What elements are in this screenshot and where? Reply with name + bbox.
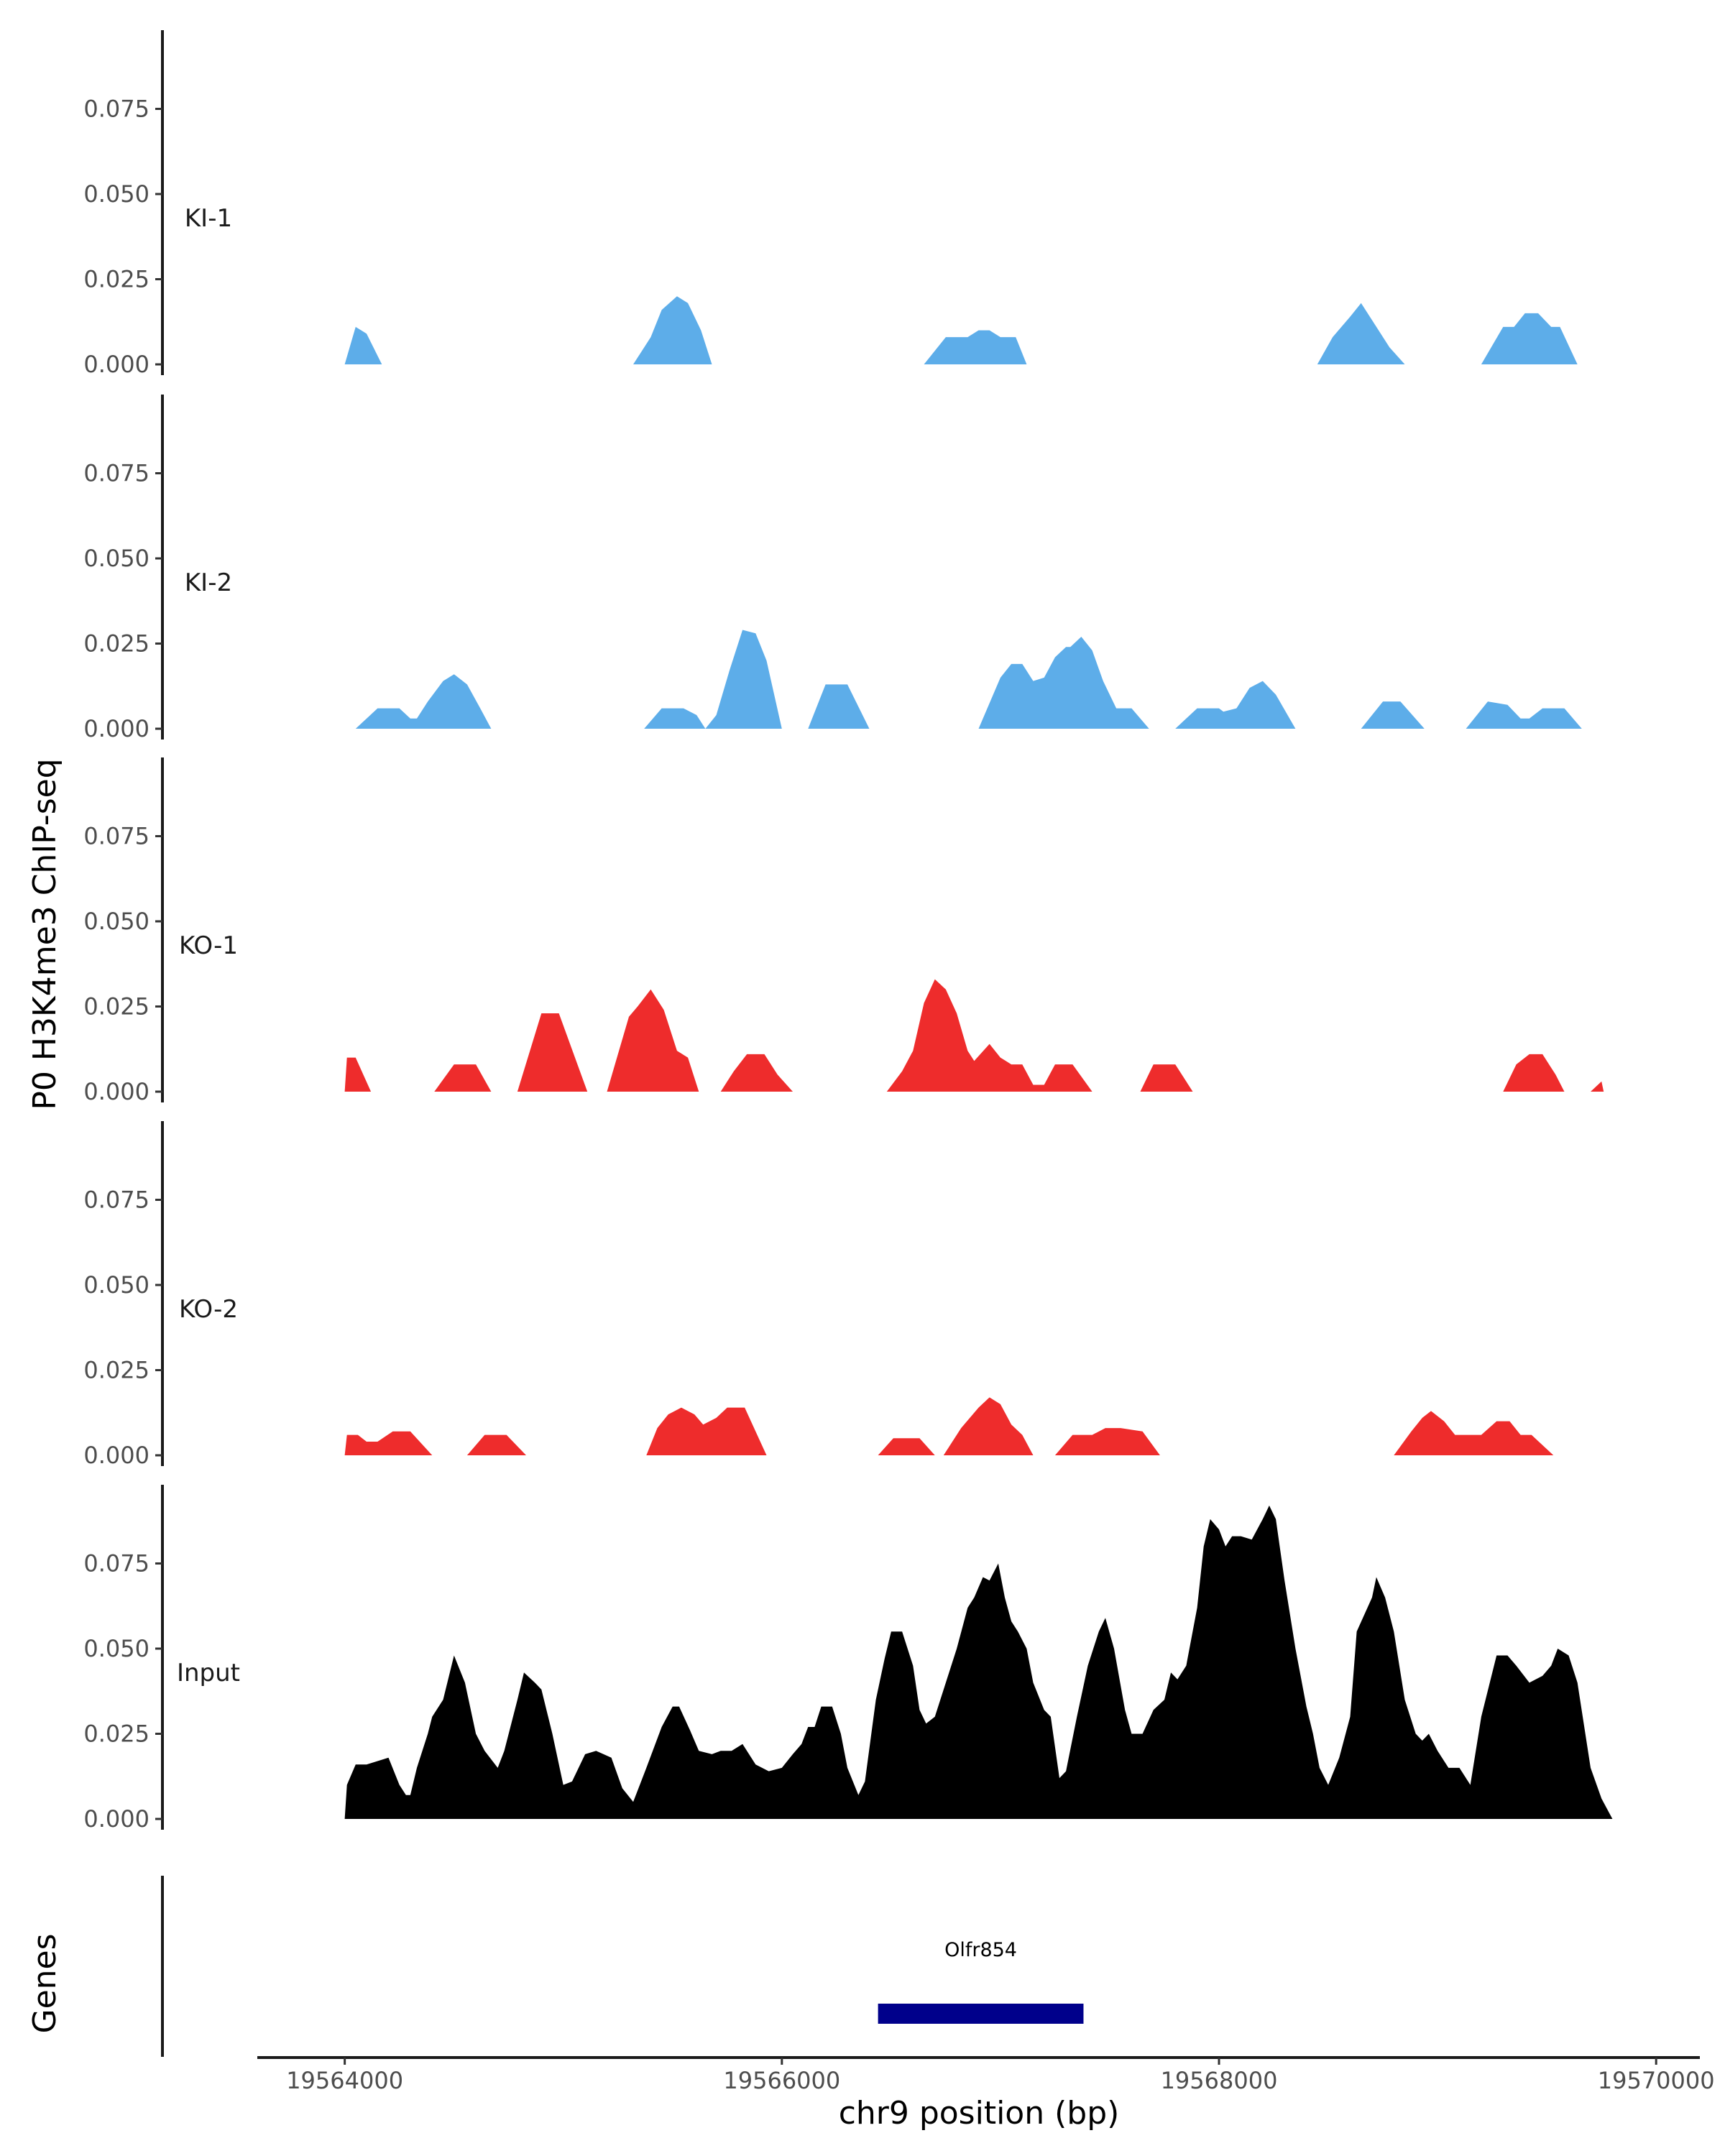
- coverage-peak: [1054, 1428, 1160, 1455]
- y-tick-label: 0.000: [83, 351, 150, 378]
- coverage-peak: [1361, 701, 1425, 729]
- y-tick-label: 0.075: [83, 1550, 150, 1577]
- track-panel-ko-2: 0.000 0.025 0.050 0.075 KO-2: [83, 1121, 1554, 1469]
- coverage-peak: [886, 979, 1092, 1092]
- x-tick-label: 19564000: [286, 2067, 403, 2094]
- x-axis: 19564000 19566000 19568000 19570000: [257, 2056, 1715, 2094]
- coverage-peak: [1591, 1081, 1604, 1092]
- track-panel-ko-1: 0.000 0.025 0.050 0.075 KO-1: [83, 757, 1604, 1105]
- track-panel-ki-1: 0.000 0.025 0.050 0.075 KI-1: [83, 30, 1578, 378]
- coverage-peak: [355, 674, 492, 729]
- y-tick-label: 0.025: [83, 630, 150, 658]
- y-tick-label: 0.050: [83, 180, 150, 208]
- track-label: KO-2: [179, 1295, 238, 1324]
- coverage-peak: [1503, 1054, 1565, 1092]
- coverage-peak: [344, 1431, 433, 1455]
- coverage-peak: [434, 1064, 492, 1092]
- coverage-peak: [978, 637, 1149, 729]
- y-tick-label: 0.000: [83, 715, 150, 742]
- x-axis-title: chr9 position (bp): [839, 2095, 1120, 2132]
- coverage-peak: [607, 989, 699, 1092]
- y-tick-label: 0.050: [83, 908, 150, 935]
- coverage-peak: [1317, 303, 1405, 364]
- x-tick-label: 19570000: [1598, 2067, 1715, 2094]
- y-tick-label: 0.075: [83, 96, 150, 123]
- coverage-peak: [1140, 1064, 1193, 1092]
- coverage-peak: [720, 1054, 793, 1092]
- y-tick-label: 0.075: [83, 1187, 150, 1214]
- track-panel-ki-2: 0.000 0.025 0.050 0.075 KI-2: [83, 395, 1582, 742]
- y-axis-title: P0 H3K4me3 ChIP-seq: [27, 758, 63, 1110]
- track-label: KI-1: [185, 204, 232, 233]
- y-tick-label: 0.050: [83, 1271, 150, 1299]
- x-tick-label: 19566000: [723, 2067, 840, 2094]
- track-label: KO-1: [179, 931, 238, 960]
- coverage-peak: [344, 326, 382, 364]
- y-tick-label: 0.075: [83, 460, 150, 487]
- genes-panel: Olfr854: [161, 1876, 1084, 2057]
- y-tick-label: 0.025: [83, 266, 150, 293]
- coverage-peak: [808, 684, 870, 729]
- y-tick-label: 0.075: [83, 823, 150, 850]
- y-tick-label: 0.025: [83, 1357, 150, 1384]
- y-tick-label: 0.025: [83, 993, 150, 1021]
- coverage-peak: [466, 1434, 526, 1455]
- coverage-peak: [878, 1438, 935, 1455]
- coverage-peak: [633, 296, 712, 364]
- y-tick-label: 0.000: [83, 1442, 150, 1469]
- y-tick-label: 0.050: [83, 545, 150, 572]
- track-label: Input: [177, 1659, 240, 1687]
- track-panels: 0.0000.0250.0500.075KI-10.0000.0250.0500…: [83, 30, 1613, 1833]
- y-tick-label: 0.000: [83, 1078, 150, 1105]
- coverage-peak: [646, 1407, 767, 1455]
- coverage-peak: [644, 630, 782, 729]
- track-label: KI-2: [185, 568, 232, 597]
- genes-title: Genes: [27, 1933, 63, 2033]
- gene-label: Olfr854: [944, 1939, 1017, 1961]
- coverage-peak: [1466, 701, 1582, 729]
- coverage-peak: [1175, 681, 1296, 729]
- coverage-peak: [1394, 1411, 1554, 1455]
- coverage-peak: [1481, 313, 1578, 364]
- y-tick-label: 0.050: [83, 1635, 150, 1662]
- y-tick-label: 0.000: [83, 1805, 150, 1833]
- coverage-peak: [344, 1057, 372, 1092]
- coverage-peak: [517, 1013, 588, 1092]
- coverage-peak: [924, 330, 1027, 364]
- x-tick-label: 19568000: [1161, 2067, 1278, 2094]
- coverage-peak: [943, 1397, 1034, 1455]
- y-tick-label: 0.025: [83, 1720, 150, 1748]
- gene-body: [878, 2004, 1084, 2024]
- track-panel-input: 0.000 0.025 0.050 0.075 Input: [83, 1485, 1613, 1833]
- coverage-peak: [344, 1505, 1613, 1819]
